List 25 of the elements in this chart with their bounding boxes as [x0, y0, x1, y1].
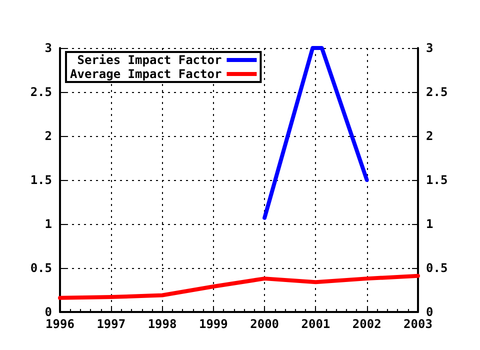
x-tick-label: 2003: [404, 317, 432, 331]
y2-tick-label: 0: [426, 305, 434, 319]
y2-tick-label: 2: [426, 129, 434, 143]
y-tick-label: 2.5: [30, 85, 52, 99]
x-tick-label: 1996: [46, 317, 74, 331]
y-tick-label: 0: [44, 305, 52, 319]
x-tick-label: 1999: [198, 317, 228, 331]
x-tick-label: 2000: [250, 317, 280, 331]
y-tick-label: 1: [44, 217, 52, 231]
y-tick-label: 2: [44, 129, 52, 143]
y2-tick-label: 1: [426, 217, 434, 231]
y-tick-label: 1.5: [30, 173, 52, 187]
x-tick-label: 2002: [352, 317, 382, 331]
y2-tick-label: 3: [426, 41, 434, 55]
y-tick-label: 0.5: [30, 261, 52, 275]
x-tick-label: 1997: [96, 317, 126, 331]
x-tick-label: 2001: [301, 317, 330, 331]
legend-label: Series Impact Factor: [77, 53, 222, 67]
y2-tick-label: 1.5: [426, 173, 448, 187]
y-tick-label: 3: [44, 41, 52, 55]
y2-tick-label: 2.5: [426, 85, 448, 99]
y2-tick-label: 0.5: [426, 261, 448, 275]
line-series: [58, 274, 420, 300]
x-tick-label: 1998: [148, 317, 177, 331]
legend-label: Average Impact Factor: [70, 67, 222, 81]
